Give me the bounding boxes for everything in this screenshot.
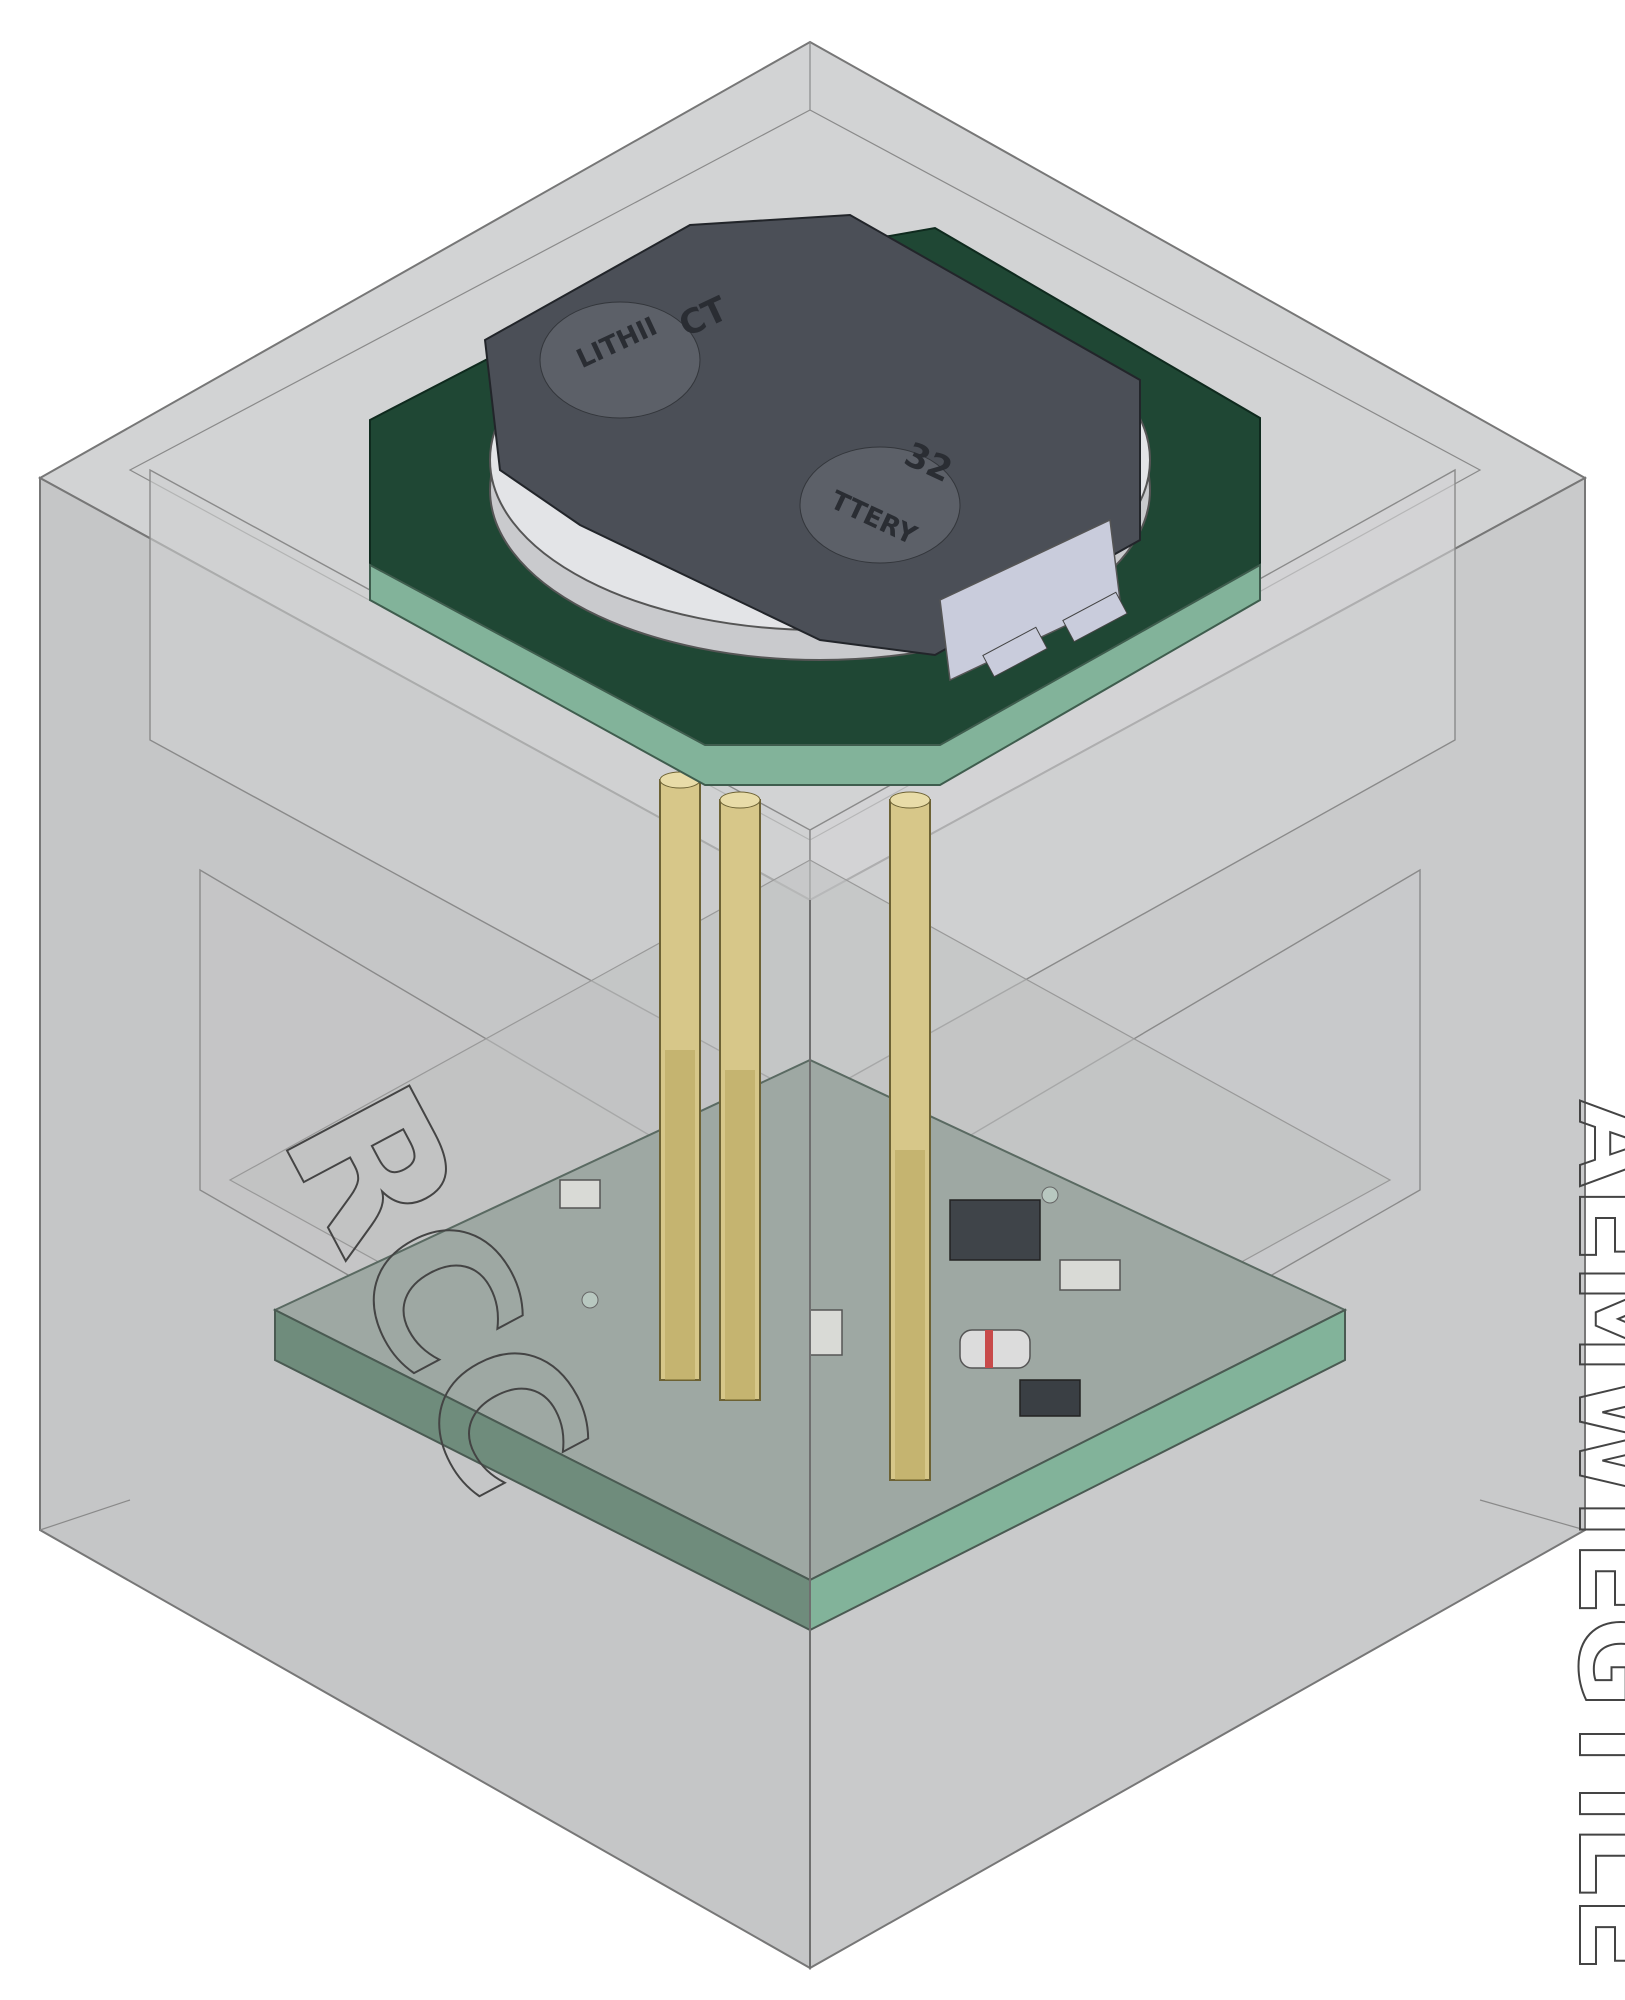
header-pins	[659, 771, 931, 1481]
side-embossed-letters: AEMWIEGTILE	[1552, 1099, 1625, 1973]
holder-pad-left	[539, 301, 701, 419]
upper-pcb-edge	[369, 563, 1261, 786]
side-letters: AEMWIEGTILE	[1553, 1100, 1625, 1972]
ic-chip	[949, 1199, 1041, 1261]
holder-pad-right	[799, 446, 961, 564]
battery-holder: LITHII TTERY CT 32	[483, 213, 1141, 682]
